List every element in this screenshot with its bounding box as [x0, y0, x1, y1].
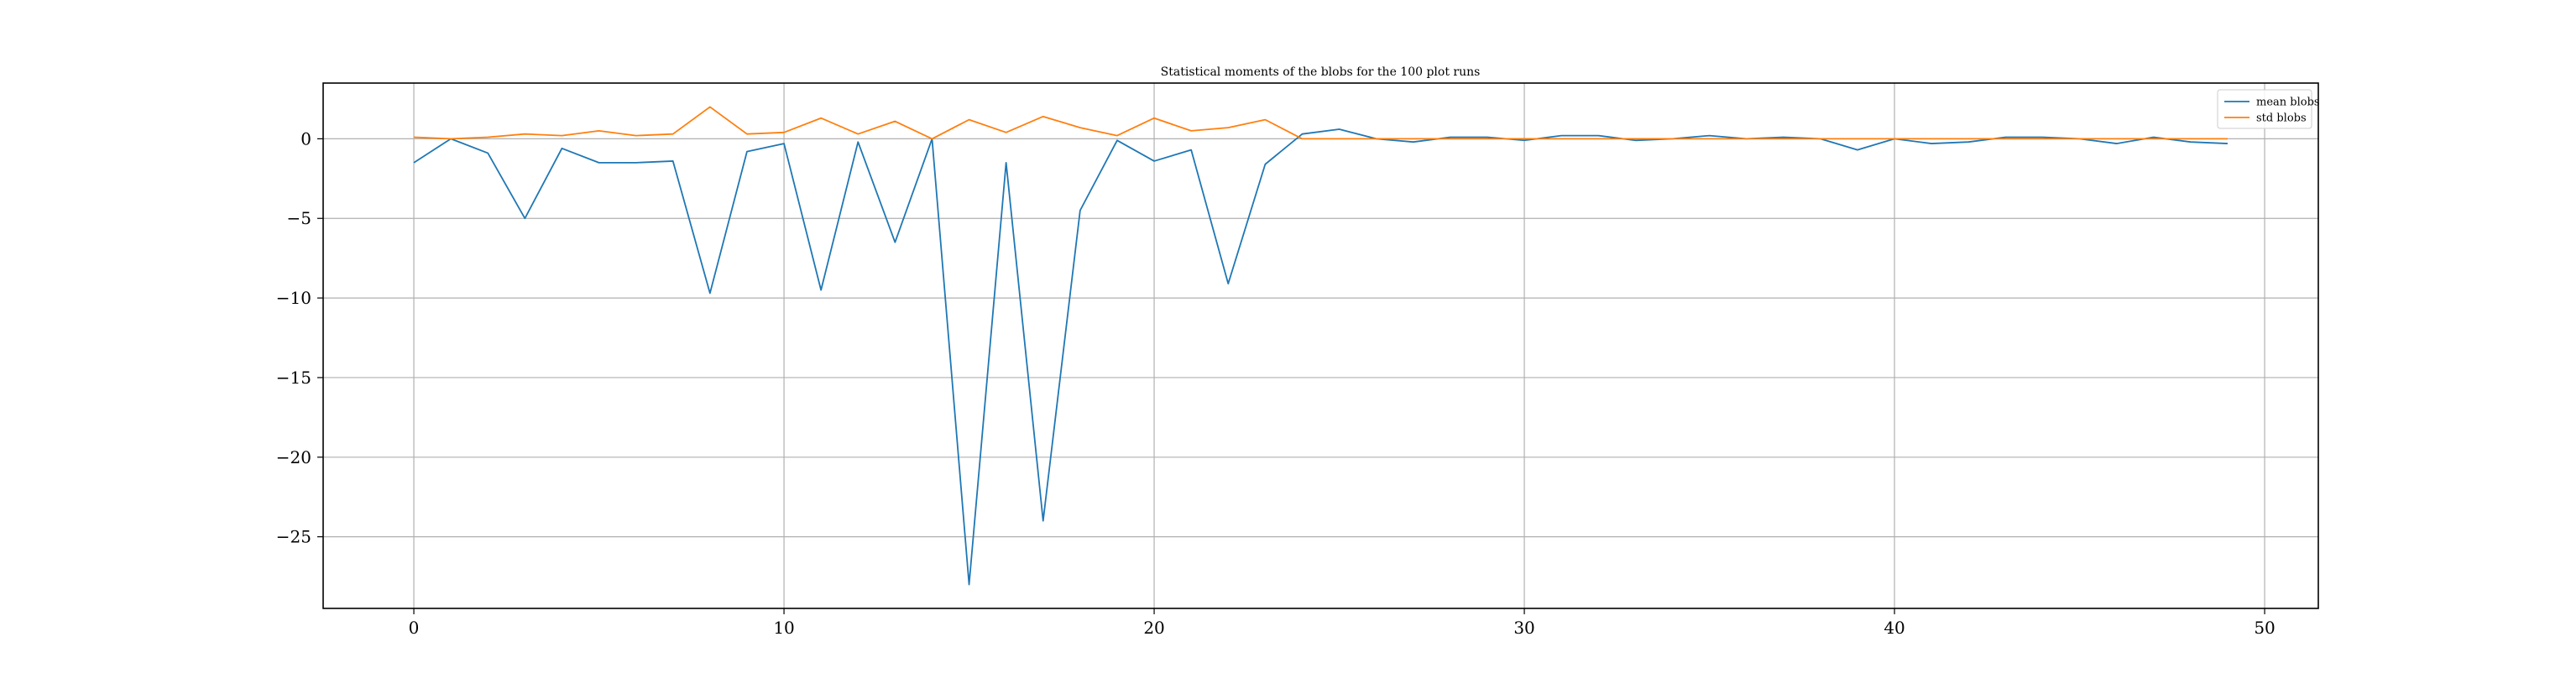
grid-lines [323, 83, 2318, 608]
y-tick-label: −10 [276, 288, 311, 308]
x-tick-label: 50 [2254, 618, 2275, 638]
chart-title: Statistical moments of the blobs for the… [1161, 65, 1481, 79]
y-tick-label: 0 [300, 128, 311, 149]
series-line-mean-blobs [413, 128, 2228, 586]
x-tick-label: 20 [1143, 618, 1164, 638]
x-tick-label: 30 [1513, 618, 1534, 638]
axes-frame [322, 82, 2319, 609]
y-tick-label: −15 [276, 368, 311, 388]
y-tick-label: −25 [276, 527, 311, 547]
series-lines [413, 106, 2228, 586]
series-line-std-blobs [414, 106, 2228, 140]
legend-label-mean-blobs: mean blobs [2256, 97, 2320, 109]
x-tick-label: 10 [773, 618, 794, 638]
legend-box [2217, 89, 2312, 129]
x-tick-label: 0 [409, 618, 420, 638]
legend-label-std-blobs: std blobs [2256, 112, 2307, 125]
axis-ticks: 0 10 20 30 40 50 0 −5 −10 −15 −20 −25 [276, 128, 2276, 638]
y-tick-label: −20 [276, 447, 311, 467]
legend: mean blobs std blobs [2217, 89, 2320, 129]
y-tick-label: −5 [287, 208, 311, 228]
x-tick-label: 40 [1884, 618, 1905, 638]
